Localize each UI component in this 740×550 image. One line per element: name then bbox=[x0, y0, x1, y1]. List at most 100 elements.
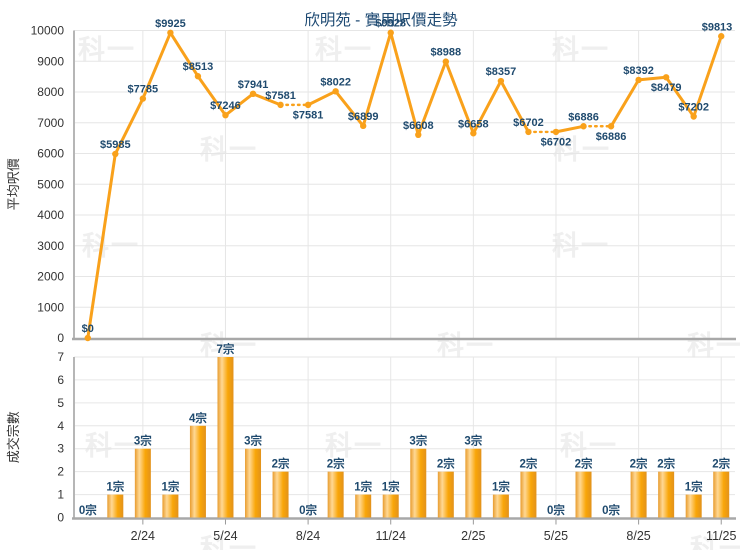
bar-data-label: 2宗 bbox=[657, 457, 675, 471]
bar-data-label: 3宗 bbox=[244, 434, 262, 448]
y-axis-tick-label: 5000 bbox=[37, 177, 64, 191]
x-axis-tick-label: 5/25 bbox=[544, 529, 568, 543]
bar bbox=[410, 448, 427, 518]
bar bbox=[327, 471, 344, 518]
watermark: 科一 bbox=[85, 431, 143, 461]
y-axis-tick-label: 0 bbox=[57, 331, 64, 345]
line-data-label: $6702 bbox=[513, 117, 544, 129]
watermark: 科一 bbox=[315, 35, 373, 65]
watermark: 科一 bbox=[200, 331, 258, 361]
line-data-label: $7941 bbox=[238, 79, 269, 91]
bar-data-label: 2宗 bbox=[272, 457, 290, 471]
line-series-solid bbox=[554, 124, 585, 134]
line-point-marker bbox=[332, 88, 339, 95]
line-data-label: $9925 bbox=[155, 18, 186, 30]
line-data-label: $7246 bbox=[210, 100, 241, 112]
x-axis-tick-label: 2/24 bbox=[131, 529, 155, 543]
line-data-label: $8513 bbox=[183, 61, 214, 73]
bar bbox=[134, 448, 151, 518]
watermark: 科一 bbox=[78, 35, 136, 65]
line-data-label: $9813 bbox=[702, 21, 733, 33]
line-point-marker bbox=[304, 101, 312, 109]
line-point-marker bbox=[84, 334, 91, 342]
bar-data-label: 0宗 bbox=[299, 503, 317, 517]
y-axis-tick-label: 7000 bbox=[37, 116, 64, 130]
line-data-label: $7581 bbox=[293, 109, 324, 121]
line-data-label: $6886 bbox=[596, 131, 627, 143]
y-axis-tick-label: 8000 bbox=[37, 85, 64, 99]
bar bbox=[658, 471, 675, 518]
bar bbox=[272, 471, 289, 518]
y-axis-tick-label: 2000 bbox=[37, 270, 64, 284]
bar-data-label: 3宗 bbox=[409, 434, 427, 448]
line-data-label: $8392 bbox=[623, 65, 654, 77]
y-axis-tick-label: 4 bbox=[57, 419, 64, 433]
line-point-marker bbox=[194, 73, 202, 80]
line-point-marker bbox=[277, 101, 284, 109]
line-point-marker bbox=[249, 90, 257, 98]
line-data-label: $0 bbox=[82, 323, 94, 335]
bar-data-label: 2宗 bbox=[712, 457, 730, 471]
x-axis-tick-label: 8/24 bbox=[296, 529, 320, 543]
y-axis-title: 成交宗數 bbox=[6, 411, 21, 463]
bar bbox=[575, 471, 592, 518]
line-data-label: $6608 bbox=[403, 120, 434, 132]
x-axis-tick-label: 8/25 bbox=[626, 529, 650, 543]
bar-data-label: 2宗 bbox=[519, 457, 537, 471]
line-data-label: $6886 bbox=[568, 111, 599, 123]
line-data-label: $7202 bbox=[678, 102, 709, 114]
x-axis-tick-label: 11/24 bbox=[376, 529, 406, 543]
y-axis-tick-label: 5 bbox=[57, 396, 64, 410]
line-data-label: $8357 bbox=[486, 66, 517, 78]
bar-data-label: 0宗 bbox=[547, 503, 565, 517]
x-axis-tick-label: 5/24 bbox=[213, 529, 237, 543]
x-axis-tick-label: 11/25 bbox=[706, 529, 736, 543]
bar-data-label: 1宗 bbox=[106, 480, 124, 494]
line-point-marker bbox=[222, 111, 229, 119]
bar bbox=[355, 494, 372, 518]
bar bbox=[465, 448, 482, 518]
line-point-marker bbox=[552, 128, 560, 136]
bar-data-label: 2宗 bbox=[575, 457, 593, 471]
bar bbox=[245, 448, 262, 518]
line-data-label: $8479 bbox=[651, 82, 682, 94]
bar-data-label: 1宗 bbox=[382, 480, 400, 494]
line-point-marker bbox=[387, 29, 394, 36]
line-point-marker bbox=[442, 58, 450, 65]
y-axis-tick-label: 1000 bbox=[37, 300, 64, 314]
watermark: 科一 bbox=[687, 331, 740, 361]
bar bbox=[189, 425, 206, 518]
line-point-marker bbox=[167, 29, 174, 37]
watermark: 科一 bbox=[552, 35, 610, 65]
line-point-marker bbox=[580, 123, 587, 130]
y-axis-tick-label: 6 bbox=[57, 373, 64, 387]
line-data-label: $6899 bbox=[348, 111, 379, 123]
line-point-marker bbox=[415, 131, 422, 139]
y-axis-tick-label: 6000 bbox=[37, 147, 64, 161]
y-axis-tick-label: 4000 bbox=[37, 208, 64, 222]
line-data-label: $6702 bbox=[541, 136, 572, 148]
y-axis-tick-label: 3 bbox=[57, 442, 64, 456]
bar bbox=[217, 357, 234, 518]
watermark: 科一 bbox=[325, 431, 383, 461]
y-axis-title: 平均呎價 bbox=[6, 158, 21, 210]
line-point-marker bbox=[662, 74, 670, 81]
watermark: 科一 bbox=[553, 135, 611, 165]
line-data-label: $9928 bbox=[375, 18, 406, 30]
line-data-label: $6658 bbox=[458, 118, 489, 130]
line-data-label: $7581 bbox=[265, 90, 296, 102]
x-axis-tick-label: 2/25 bbox=[461, 529, 485, 543]
line-point-marker bbox=[690, 113, 697, 120]
line-data-label: $8022 bbox=[320, 76, 351, 88]
chart-title: 欣明苑 - 實用呎價走勢 bbox=[304, 12, 458, 29]
line-point-marker bbox=[139, 95, 147, 102]
bar-data-label: 3宗 bbox=[134, 434, 152, 448]
bar-data-label: 1宗 bbox=[685, 480, 703, 494]
bar-data-label: 2宗 bbox=[630, 457, 648, 471]
bar-data-label: 0宗 bbox=[79, 503, 97, 517]
line-data-label: $8988 bbox=[431, 47, 462, 59]
bar-data-label: 2宗 bbox=[437, 457, 455, 471]
bar-data-label: 1宗 bbox=[161, 480, 179, 494]
